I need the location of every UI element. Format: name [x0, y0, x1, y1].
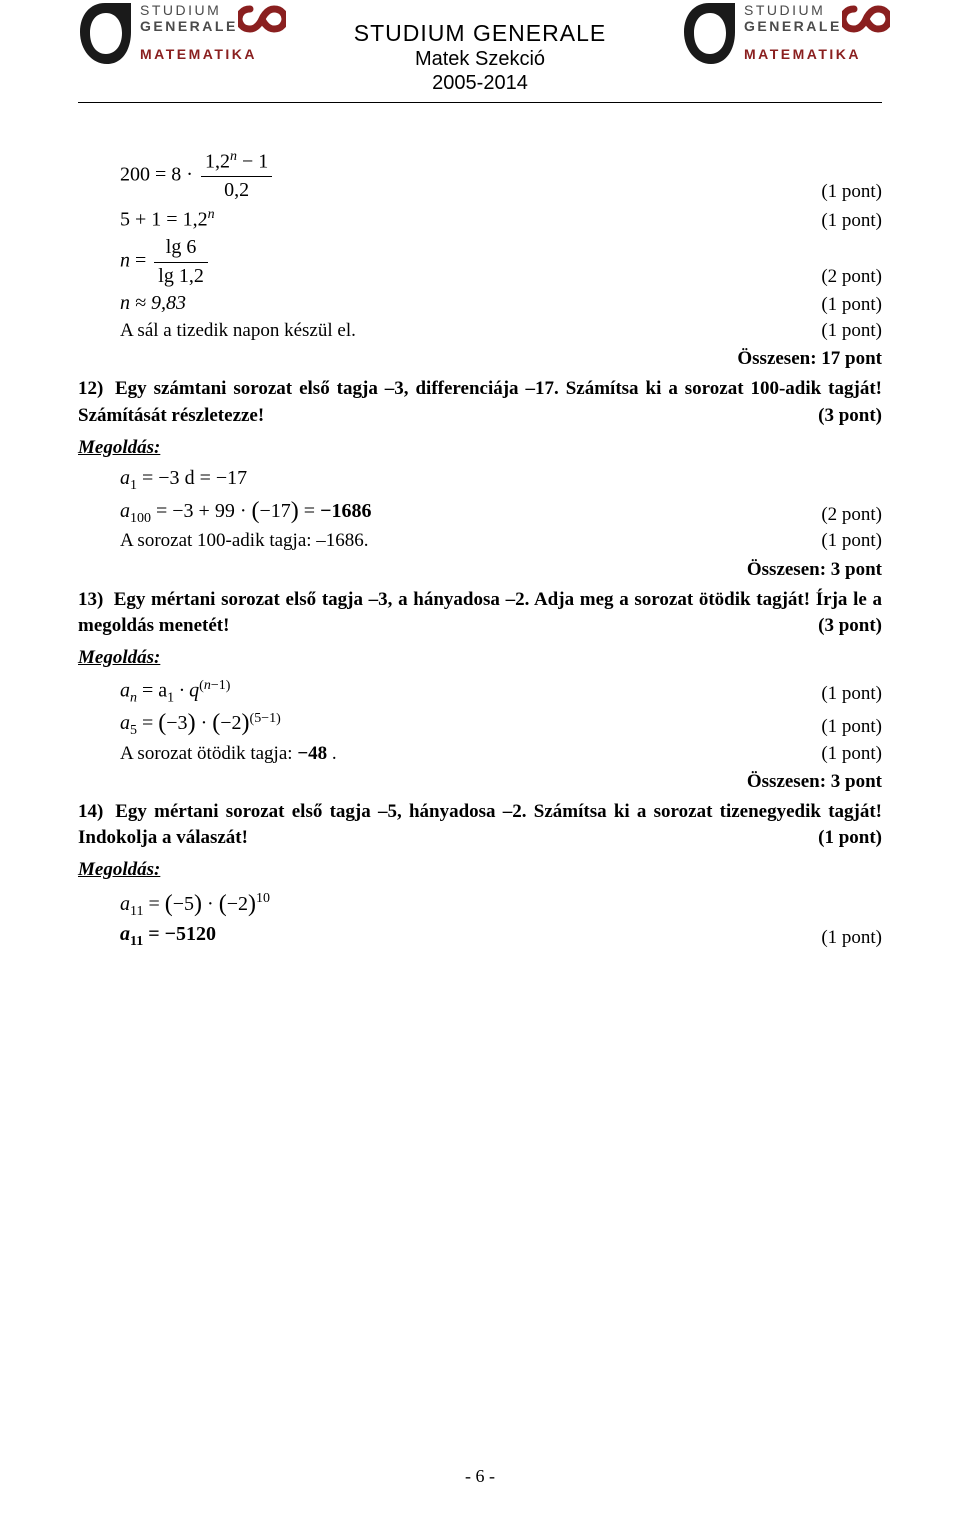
- problem-14: 14) Egy mértani sorozat első tagja –5, h…: [78, 799, 882, 851]
- header-subtitle: Matek Szekció: [354, 48, 606, 71]
- logo-line1: STUDIUM: [140, 2, 238, 18]
- equation: a5 = (−3) · (−2)(5−1): [120, 707, 281, 740]
- equation-row: a5 = (−3) · (−2)(5−1) (1 pont): [78, 707, 882, 740]
- equation-row: 200 = 8 · 1,2n − 1 0,2 (1 pont): [78, 147, 882, 205]
- points: (1 pont): [821, 741, 882, 767]
- total-points: Összesen: 3 pont: [78, 557, 882, 583]
- header-rule: [78, 102, 882, 103]
- equation-row: an = a1 · q(n−1) (1 pont): [78, 676, 882, 708]
- points: (1 pont): [818, 825, 882, 851]
- equation: a100 = −3 + 99 · (−17) = −1686: [120, 495, 371, 528]
- points: (1 pont): [821, 714, 882, 740]
- header-years: 2005-2014: [354, 72, 606, 95]
- equation: 5 + 1 = 1,2n: [120, 205, 215, 234]
- total-points: Összesen: 3 pont: [78, 769, 882, 795]
- page-number: - 6 -: [465, 1466, 495, 1487]
- points: (3 pont): [818, 613, 882, 639]
- equation: an = a1 · q(n−1): [120, 676, 230, 708]
- answer-text: A sál a tizedik napon készül el.: [120, 318, 356, 344]
- points: (1 pont): [821, 528, 882, 554]
- points: (2 pont): [821, 264, 882, 290]
- equation: a11 = −5120: [120, 921, 216, 951]
- points: (1 pont): [821, 208, 882, 234]
- problem-text: Egy számtani sorozat első tagja –3, diff…: [78, 378, 882, 425]
- header-title: STUDIUM GENERALE: [354, 20, 606, 47]
- text-row: A sorozat ötödik tagja: −48 . (1 pont): [78, 741, 882, 767]
- page: STUDIUM GENERALE MATEMATIKA STUDIUM GENE…: [0, 0, 960, 1515]
- answer-text: A sorozat 100-adik tagja: –1686.: [120, 528, 369, 554]
- points: (1 pont): [821, 925, 882, 951]
- text-row: A sorozat 100-adik tagja: –1686. (1 pont…: [78, 528, 882, 554]
- header: STUDIUM GENERALE Matek Szekció 2005-2014: [78, 20, 882, 125]
- points: (2 pont): [821, 502, 882, 528]
- problem-13: 13) Egy mértani sorozat első tagja –3, a…: [78, 587, 882, 639]
- problem-number: 14): [78, 799, 108, 825]
- equation-row: n = lg 6 lg 1,2 (2 pont): [78, 234, 882, 290]
- equation: a1 = −3 d = −17: [78, 465, 882, 495]
- equation: n ≈ 9,83: [120, 290, 186, 318]
- solution-heading: Megoldás:: [78, 435, 882, 461]
- points: (1 pont): [821, 318, 882, 344]
- equation-row: 5 + 1 = 1,2n (1 pont): [78, 205, 882, 234]
- problem-text: Egy mértani sorozat első tagja –5, hánya…: [78, 801, 882, 848]
- equation-row: n ≈ 9,83 (1 pont): [78, 290, 882, 318]
- solution-heading: Megoldás:: [78, 857, 882, 883]
- header-center: STUDIUM GENERALE Matek Szekció 2005-2014: [354, 20, 606, 95]
- problem-number: 13): [78, 587, 108, 613]
- problem-number: 12): [78, 376, 108, 402]
- equation-row: a11 = −5120 (1 pont): [78, 921, 882, 951]
- logo-line1: STUDIUM: [744, 2, 842, 18]
- problem-text: Egy mértani sorozat első tagja –3, a hán…: [78, 589, 882, 636]
- content: 200 = 8 · 1,2n − 1 0,2 (1 pont) 5 + 1 = …: [78, 147, 882, 951]
- points: (1 pont): [821, 292, 882, 318]
- equation: 200 = 8 · 1,2n − 1 0,2: [120, 147, 275, 205]
- answer-text: A sorozat ötödik tagja: −48 .: [120, 741, 337, 767]
- equation: n = lg 6 lg 1,2: [120, 234, 211, 290]
- equation-row: a100 = −3 + 99 · (−17) = −1686 (2 pont): [78, 495, 882, 528]
- points: (3 pont): [818, 403, 882, 429]
- points: (1 pont): [821, 179, 882, 205]
- equation: a11 = (−5) · (−2)10: [78, 888, 882, 921]
- problem-12: 12) Egy számtani sorozat első tagja –3, …: [78, 376, 882, 428]
- total-points: Összesen: 17 pont: [78, 346, 882, 372]
- points: (1 pont): [821, 681, 882, 707]
- text-row: A sál a tizedik napon készül el. (1 pont…: [78, 318, 882, 344]
- solution-heading: Megoldás:: [78, 645, 882, 671]
